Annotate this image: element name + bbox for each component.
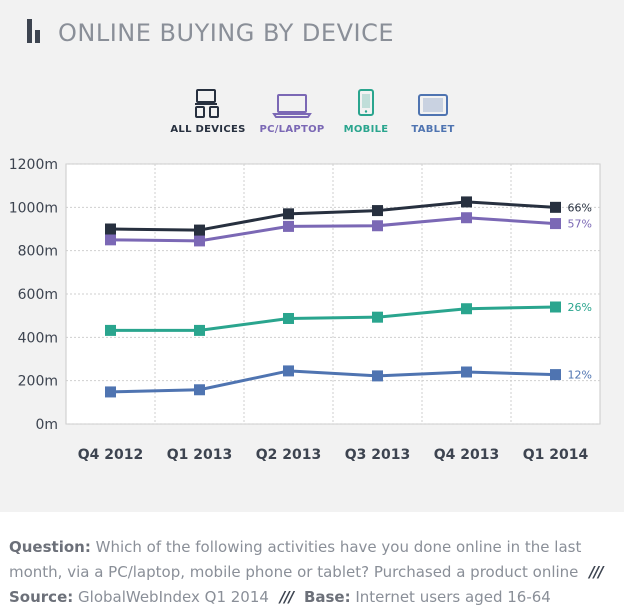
data-point: [194, 235, 205, 247]
data-point: [550, 301, 561, 313]
data-point: [194, 324, 205, 336]
data-point: [461, 212, 472, 224]
separator-mark: ///: [279, 588, 294, 606]
data-point: [283, 208, 294, 220]
legend-item-tablet: TABLET: [403, 88, 463, 135]
tablet-icon: [403, 88, 463, 118]
data-point: [372, 370, 383, 382]
data-point: [372, 220, 383, 232]
data-point: [105, 386, 116, 398]
all-devices-icon: [168, 88, 248, 118]
data-point: [105, 223, 116, 235]
source-text: GlobalWebIndex Q1 2014: [78, 588, 269, 606]
question-line-2: month, via a PC/laptop, mobile phone or …: [9, 563, 609, 581]
data-point: [283, 220, 294, 232]
question-text-1: Which of the following activities have y…: [95, 538, 582, 556]
footer-notes: Question: Which of the following activit…: [0, 512, 624, 611]
legend-item-mobile: MOBILE: [336, 88, 396, 135]
y-tick-label: 1200m: [9, 157, 58, 173]
data-point: [461, 303, 472, 315]
y-tick-label: 800m: [18, 244, 58, 260]
data-point: [105, 324, 116, 336]
end-value-label: 57%: [568, 218, 592, 231]
data-point: [461, 196, 472, 208]
laptop-icon: [252, 88, 332, 118]
line-chart: 0m 200m 400m 600m 800m 1000m 1200m Q4 2012 Q1 20…: [9, 157, 601, 463]
y-tick-label: 600m: [18, 287, 58, 303]
data-point: [372, 311, 383, 323]
question-label: Question:: [9, 538, 91, 556]
series-line: [110, 216, 556, 243]
page-title: ONLINE BUYING BY DEVICE: [58, 19, 394, 47]
x-tick-label: Q1 2013: [167, 447, 232, 463]
source-label: Source:: [9, 588, 74, 606]
question-line-1: Question: Which of the following activit…: [9, 538, 581, 556]
legend: ALL DEVICES PC/LAPTOP MOBILE TAB: [0, 88, 624, 148]
separator-mark: ///: [589, 563, 603, 581]
legend-label-tablet: TABLET: [411, 124, 455, 135]
x-tick-label: Q4 2013: [434, 447, 499, 463]
base-text: Internet users aged 16-64: [355, 588, 551, 606]
end-value-label: 12%: [568, 369, 592, 382]
header: ONLINE BUYING BY DEVICE: [0, 0, 624, 70]
data-point: [194, 224, 205, 236]
data-point: [550, 369, 561, 381]
source-line: Source: GlobalWebIndex Q1 2014 /// Base:…: [9, 588, 551, 606]
x-tick-label: Q4 2012: [78, 447, 143, 463]
data-point: [550, 218, 561, 230]
end-value-label: 26%: [568, 301, 592, 314]
x-tick-label: Q3 2013: [345, 447, 410, 463]
end-value-label: 66%: [568, 201, 592, 214]
legend-item-all-devices: ALL DEVICES: [168, 88, 248, 135]
legend-label-pc-laptop: PC/LAPTOP: [259, 124, 325, 135]
legend-label-mobile: MOBILE: [343, 124, 389, 135]
y-tick-label: 0m: [35, 417, 58, 433]
series-line: [110, 305, 556, 332]
x-tick-label: Q1 2014: [523, 447, 589, 463]
data-point: [194, 384, 205, 396]
data-point: [283, 365, 294, 377]
question-text-2: month, via a PC/laptop, mobile phone or …: [9, 563, 579, 581]
data-point: [105, 234, 116, 246]
data-point: [550, 201, 561, 213]
bar-chart-icon: [27, 19, 43, 43]
data-point: [372, 205, 383, 217]
base-label: Base:: [303, 588, 351, 606]
y-tick-label: 1000m: [9, 200, 58, 216]
legend-label-all-devices: ALL DEVICES: [170, 124, 246, 135]
y-tick-label: 400m: [18, 330, 58, 346]
mobile-icon: [336, 88, 396, 118]
series-line: [110, 369, 556, 394]
x-tick-label: Q2 2013: [256, 447, 321, 463]
legend-item-pc-laptop: PC/LAPTOP: [252, 88, 332, 135]
series-line: [110, 200, 556, 232]
y-tick-label: 200m: [18, 374, 58, 390]
data-point: [283, 312, 294, 324]
data-point: [461, 366, 472, 378]
